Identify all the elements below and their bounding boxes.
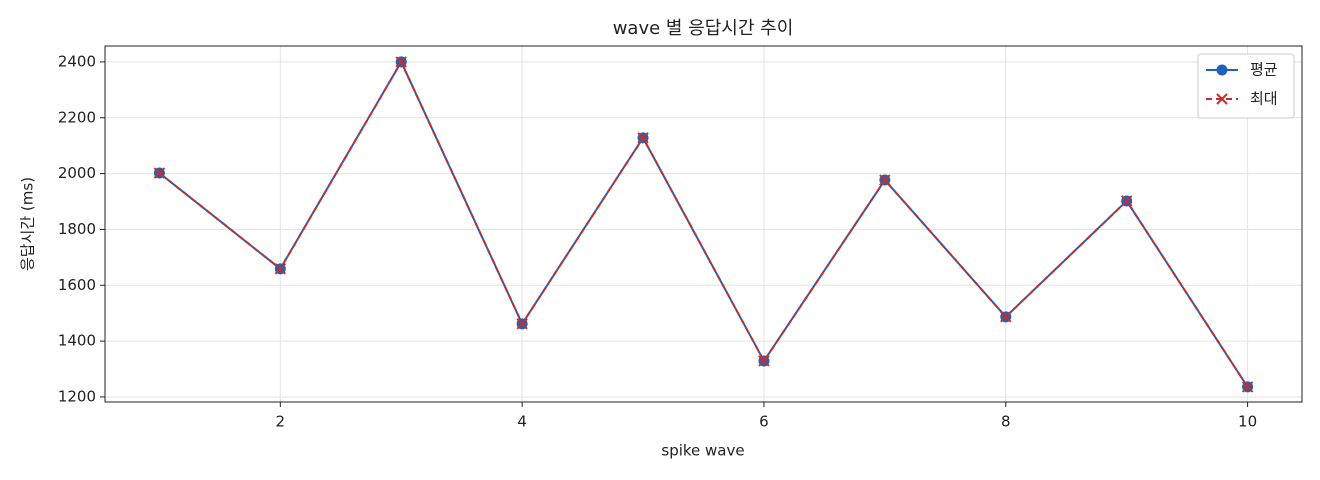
y-tick-label: 1600	[58, 276, 96, 294]
legend-label: 최대	[1250, 90, 1278, 108]
x-tick-label: 10	[1238, 413, 1257, 431]
y-tick-label: 2000	[58, 164, 96, 182]
series-line	[158, 59, 1249, 388]
marker	[1241, 381, 1254, 393]
y-axis-label: 응답시간 (ms)	[19, 177, 37, 271]
legend-box	[1197, 53, 1295, 119]
y-tick-label: 2200	[58, 108, 96, 126]
x-tick-label: 8	[1001, 413, 1011, 431]
legend-marker	[1216, 93, 1228, 105]
marker	[153, 167, 166, 179]
x-tick-label: 4	[517, 413, 527, 431]
x-tick-label: 2	[276, 413, 286, 431]
marker	[758, 355, 770, 367]
chart-title: wave 별 응답시간 추이	[613, 18, 794, 39]
marker	[637, 132, 649, 144]
x-tick-label: 6	[759, 413, 769, 431]
legend-marker	[1216, 64, 1228, 76]
y-tick-label: 1200	[58, 387, 96, 405]
y-tick-label: 2400	[58, 52, 96, 70]
marker	[1120, 195, 1133, 207]
series-line	[158, 59, 1249, 388]
y-tick-label: 1400	[58, 332, 96, 350]
x-axis-label: spike wave	[661, 442, 744, 460]
marker	[395, 56, 407, 68]
marker	[879, 174, 891, 186]
y-tick-label: 1800	[58, 220, 96, 238]
marker	[274, 263, 287, 275]
plot-frame	[104, 45, 1303, 403]
marker	[1000, 311, 1012, 323]
marker	[516, 318, 528, 330]
legend-label: 평균	[1250, 61, 1278, 79]
